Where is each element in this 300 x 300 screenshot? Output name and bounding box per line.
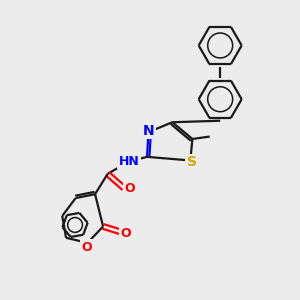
Text: HN: HN [119, 155, 140, 168]
Text: O: O [124, 182, 135, 195]
Text: N: N [143, 124, 154, 138]
Text: O: O [121, 227, 131, 240]
Text: O: O [82, 241, 92, 254]
Text: S: S [187, 155, 197, 169]
